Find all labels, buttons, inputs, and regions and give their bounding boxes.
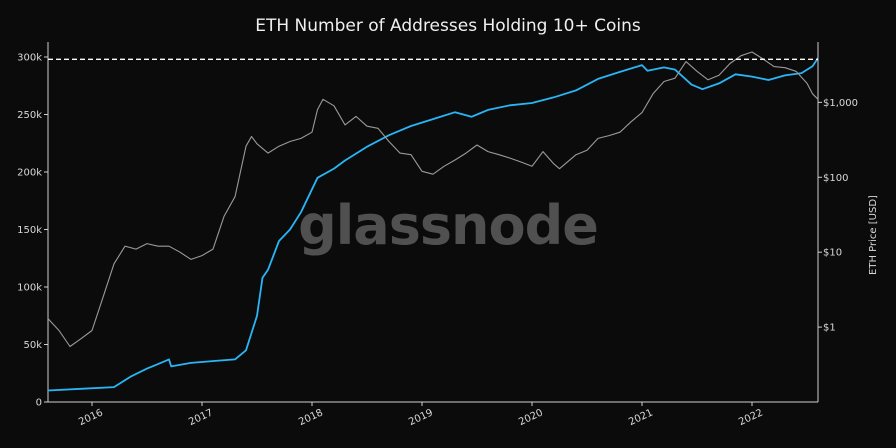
y2-tick-label: $1,000 xyxy=(823,98,858,109)
chart-title: ETH Number of Addresses Holding 10+ Coin… xyxy=(255,16,641,36)
right-axis-label: ETH Price [USD] xyxy=(868,195,879,275)
x-tick-label: 2016 xyxy=(77,407,105,428)
y-tick-label: 50k xyxy=(23,340,42,351)
y-tick-label: 250k xyxy=(17,110,42,121)
x-tick-label: 2017 xyxy=(187,407,215,428)
x-tick-label: 2020 xyxy=(517,407,545,428)
y2-tick-label: $1 xyxy=(823,323,836,334)
y-tick-label: 100k xyxy=(17,283,42,294)
y2-tick-label: $100 xyxy=(823,173,848,184)
y-tick-label: 150k xyxy=(17,225,42,236)
watermark: glassnode xyxy=(298,194,598,257)
eth-price-line xyxy=(47,51,819,348)
y-tick-label: 200k xyxy=(17,168,42,179)
addresses-line xyxy=(47,57,819,392)
x-tick-label: 2018 xyxy=(297,407,325,428)
x-tick-label: 2019 xyxy=(407,407,435,428)
y-tick-label: 300k xyxy=(17,53,42,64)
series-layer xyxy=(47,51,819,392)
x-tick-label: 2022 xyxy=(737,407,765,428)
y-tick-label: 0 xyxy=(36,398,42,409)
y2-tick-label: $10 xyxy=(823,248,842,259)
x-tick-label: 2021 xyxy=(627,407,655,428)
